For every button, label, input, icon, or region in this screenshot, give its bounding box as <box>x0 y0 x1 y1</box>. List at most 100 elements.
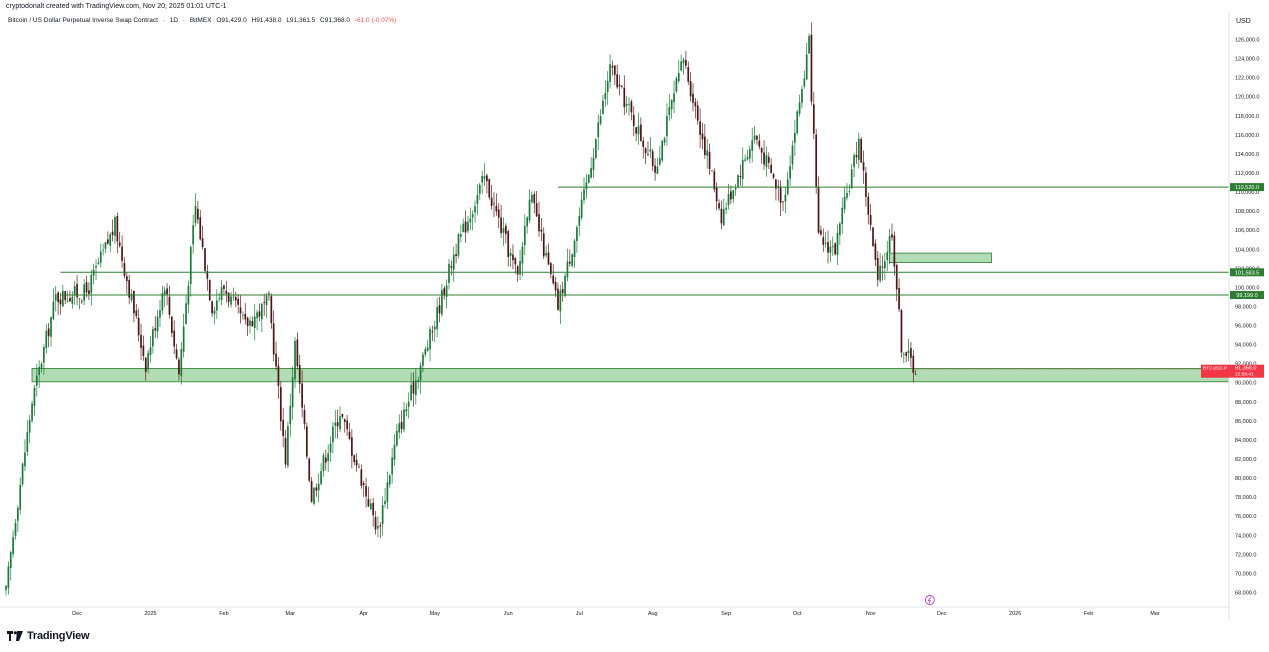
candle <box>654 158 656 181</box>
level-price-label: 110,520.0 <box>1235 185 1259 191</box>
candle <box>16 505 19 532</box>
candle <box>663 136 666 146</box>
candle <box>341 413 344 419</box>
candle <box>746 149 749 161</box>
candle <box>523 214 526 256</box>
candle <box>149 335 152 363</box>
candle <box>204 248 206 274</box>
candle <box>571 253 574 268</box>
candle <box>566 248 569 282</box>
x-tick-label: Oct <box>793 611 802 617</box>
y-tick-label: 108,000.0 <box>1235 209 1259 215</box>
candle <box>583 177 585 204</box>
candle <box>339 406 341 433</box>
candle <box>206 264 209 291</box>
candle <box>647 141 649 157</box>
candle <box>12 530 14 558</box>
candle <box>561 281 564 302</box>
candle <box>775 178 777 201</box>
candle <box>644 147 647 165</box>
candle <box>474 200 476 223</box>
candle <box>135 304 138 320</box>
candle <box>476 184 479 216</box>
y-tick-label: 116,000.0 <box>1235 133 1259 139</box>
candle <box>291 366 294 420</box>
support-zone <box>889 252 992 264</box>
tradingview-logo[interactable]: TradingView <box>7 630 90 642</box>
candle <box>649 136 652 158</box>
candle <box>857 132 860 169</box>
candle <box>559 284 562 325</box>
candle <box>173 320 176 355</box>
candle <box>777 179 780 201</box>
candle <box>685 51 687 70</box>
candle <box>256 309 258 331</box>
candle <box>69 290 71 302</box>
candle <box>547 243 550 266</box>
candle <box>405 403 408 417</box>
candle <box>144 356 147 381</box>
symbol-name[interactable]: Bitcoin / US Dollar Perpetual Inverse Sw… <box>8 17 158 24</box>
x-tick-label: May <box>430 611 441 617</box>
candle <box>464 210 467 243</box>
tradingview-logo-icon <box>7 631 23 641</box>
candle <box>668 94 671 121</box>
candle <box>820 225 822 237</box>
candle <box>734 183 737 196</box>
candle <box>625 95 628 113</box>
symbol-legend[interactable]: Bitcoin / US Dollar Perpetual Inverse Sw… <box>8 17 397 24</box>
ohlc-change: -61.0 (-0.07%) <box>354 17 397 24</box>
interval-label[interactable]: 1D <box>169 17 179 24</box>
candle <box>5 584 7 596</box>
candle <box>850 163 853 189</box>
candle <box>215 289 218 319</box>
candle <box>83 279 86 305</box>
candle <box>9 550 12 581</box>
candle <box>737 174 739 189</box>
candle <box>628 97 630 116</box>
candle <box>526 216 529 234</box>
candle <box>230 291 232 308</box>
candle <box>182 313 185 358</box>
candle <box>455 243 457 264</box>
candle <box>706 138 709 169</box>
candle <box>862 150 865 184</box>
currency-label[interactable]: USD <box>1236 18 1251 25</box>
candle <box>159 299 161 327</box>
candle <box>718 199 720 211</box>
candle <box>360 464 363 489</box>
candle <box>163 286 166 308</box>
candle <box>843 187 846 214</box>
x-tick-label: Dec <box>72 611 82 617</box>
candle <box>822 228 825 252</box>
event-marker-icon[interactable] <box>924 595 935 605</box>
candle <box>336 409 339 439</box>
candle <box>258 303 261 322</box>
candle <box>102 243 104 256</box>
candle <box>308 457 311 483</box>
candle <box>362 480 365 498</box>
candle <box>727 183 730 210</box>
exchange-label: BitMEX <box>189 17 212 24</box>
candle <box>123 257 126 279</box>
candle <box>836 224 839 265</box>
candle <box>829 240 832 263</box>
candle <box>666 103 668 146</box>
candle <box>275 341 277 370</box>
candle <box>156 309 159 339</box>
y-tick-label: 98,000.0 <box>1235 304 1256 310</box>
candle <box>609 54 611 89</box>
candle <box>531 191 533 205</box>
candle <box>478 182 481 200</box>
candle <box>353 454 356 466</box>
candle <box>369 498 372 511</box>
candle <box>213 306 216 325</box>
candle <box>580 191 583 221</box>
candle <box>287 421 289 469</box>
y-tick-label: 126,000.0 <box>1235 38 1259 44</box>
candle <box>516 264 519 282</box>
candle <box>128 274 131 305</box>
candle <box>298 354 301 394</box>
candle <box>239 295 242 324</box>
